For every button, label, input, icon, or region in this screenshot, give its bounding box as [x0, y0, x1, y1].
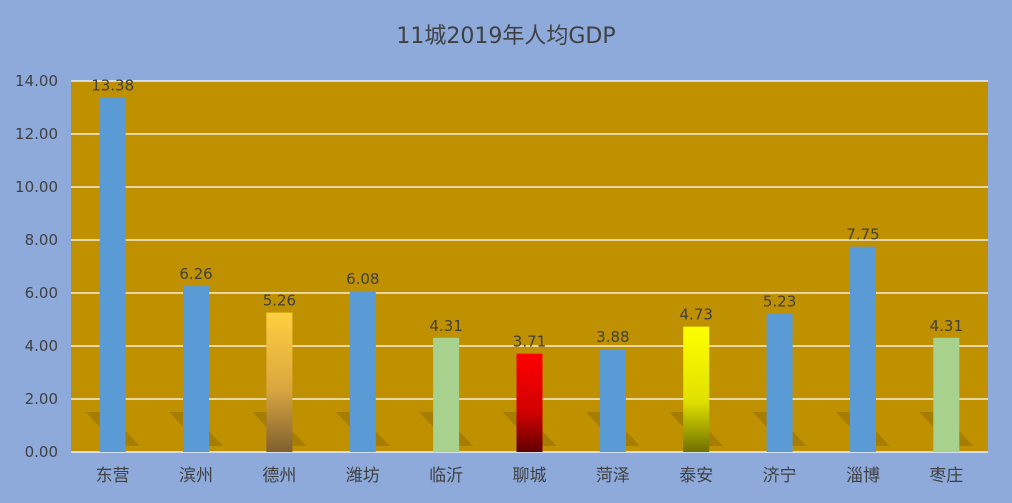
bars — [99, 97, 960, 453]
x-category-label: 菏泽 — [596, 466, 630, 486]
data-label: 3.71 — [513, 333, 546, 351]
y-axis-ticks: 0.00 2.00 4.00 6.00 8.00 10.00 12.00 14.00 — [15, 72, 58, 461]
bar — [183, 286, 210, 452]
x-category-label: 泰安 — [679, 466, 713, 486]
bar — [516, 353, 543, 452]
bar — [683, 326, 710, 452]
bar — [599, 349, 626, 452]
x-category-label: 东营 — [96, 466, 130, 486]
data-label: 4.31 — [429, 317, 462, 335]
y-tick-label: 14.00 — [15, 72, 58, 90]
y-tick-label: 2.00 — [25, 390, 58, 408]
x-category-label: 枣庄 — [929, 466, 963, 486]
data-label: 13.38 — [91, 76, 134, 94]
data-label: 4.73 — [680, 306, 713, 324]
y-tick-label: 6.00 — [25, 284, 58, 302]
x-category-label: 德州 — [262, 466, 296, 486]
x-category-label: 滨州 — [179, 466, 213, 486]
data-label: 3.88 — [596, 328, 629, 346]
data-label: 7.75 — [846, 226, 879, 244]
data-label: 5.23 — [763, 292, 796, 310]
x-category-label: 临沂 — [429, 466, 463, 486]
bar — [349, 290, 376, 452]
y-tick-label: 8.00 — [25, 231, 58, 249]
x-category-label: 潍坊 — [346, 466, 380, 486]
x-category-label: 淄博 — [846, 466, 880, 486]
bar — [266, 312, 293, 452]
bar — [849, 246, 876, 452]
data-label: 6.26 — [179, 265, 212, 283]
y-tick-label: 4.00 — [25, 337, 58, 355]
x-category-label: 聊城 — [513, 466, 547, 486]
y-tick-label: 12.00 — [15, 125, 58, 143]
bar — [766, 313, 793, 452]
data-label: 4.31 — [930, 317, 963, 335]
x-axis-categories: 东营 滨州 德州 潍坊 临沂 聊城 菏泽 泰安 济宁 淄博 枣庄 — [96, 466, 964, 486]
bar — [99, 97, 126, 453]
data-labels: 13.38 6.26 5.26 6.08 4.31 3.71 3.88 4.73 5.23 7.7… — [91, 76, 963, 350]
x-category-label: 济宁 — [763, 466, 797, 486]
y-tick-label: 10.00 — [15, 178, 58, 196]
y-tick-label: 0.00 — [25, 443, 58, 461]
chart-title: 11城2019年人均GDP — [396, 24, 615, 49]
data-label: 6.08 — [346, 270, 379, 288]
data-label: 5.26 — [263, 292, 296, 310]
bar — [433, 337, 460, 452]
bar — [933, 337, 960, 452]
